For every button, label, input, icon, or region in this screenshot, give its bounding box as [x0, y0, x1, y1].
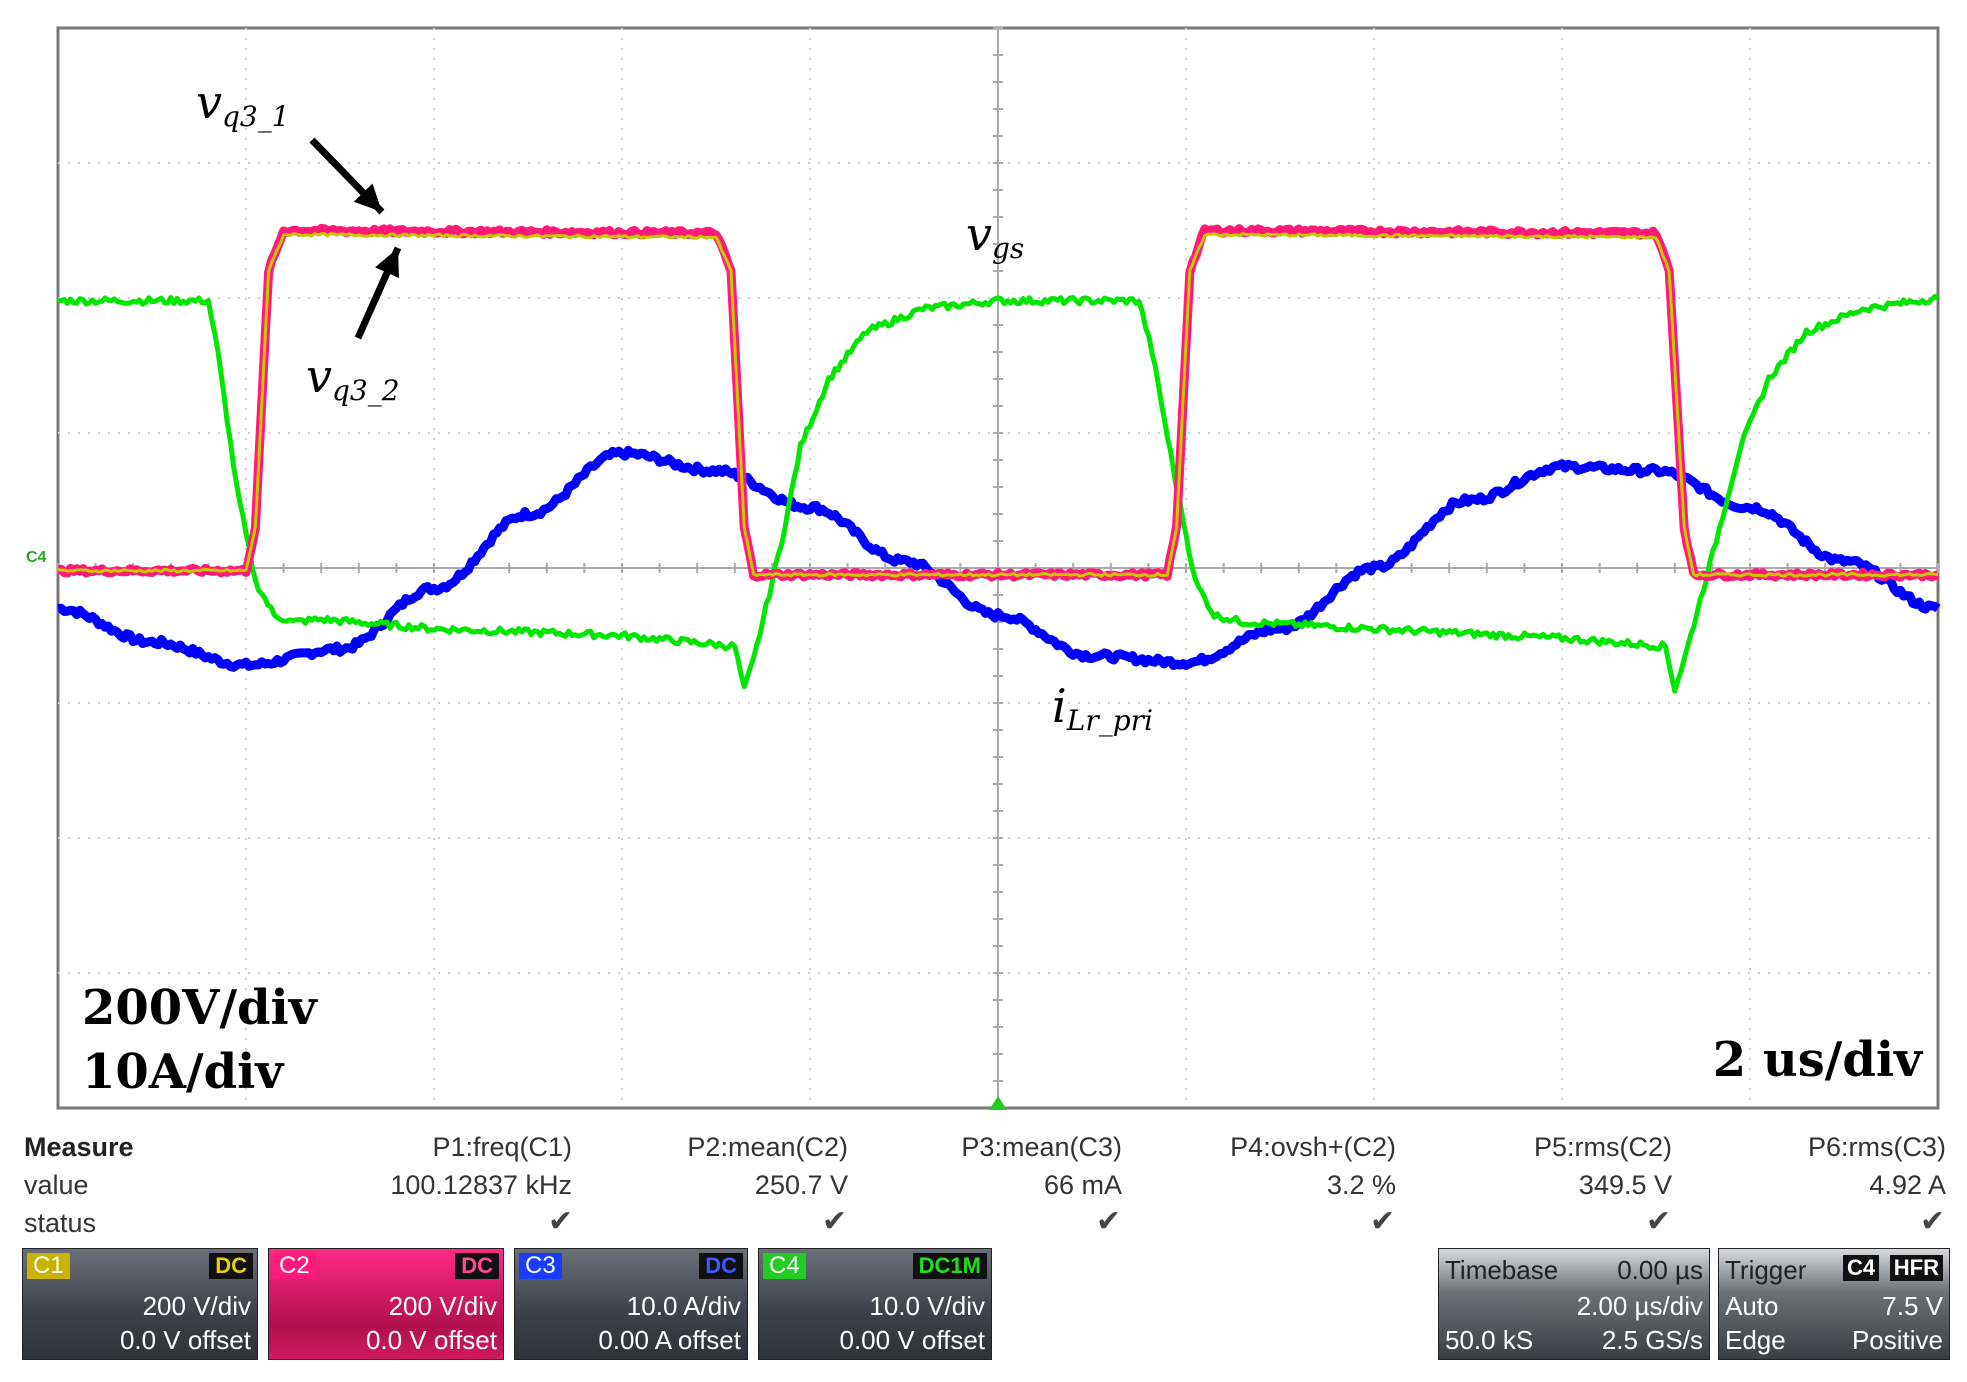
scale-current: 10A/div — [82, 1044, 285, 1100]
arrow-vq3-2-head — [375, 248, 399, 278]
coupling-tag: DC — [209, 1253, 253, 1279]
label-ilr-pri: iLr_pri — [1052, 679, 1153, 737]
measure-param: P4:ovsh+(C2) — [1230, 1132, 1396, 1162]
status-check-icon: ✔ — [1920, 1205, 1946, 1238]
measure-value: 3.2 % — [1326, 1170, 1396, 1200]
offset-readout: 0.00 A offset — [598, 1325, 741, 1355]
trace-vgs — [57, 294, 1940, 694]
timebase-samples: 50.0 kS — [1445, 1325, 1534, 1355]
vdiv-readout: 10.0 A/div — [626, 1291, 741, 1321]
offset-readout: 0.0 V offset — [365, 1325, 497, 1355]
measure-param: P6:rms(C3) — [1807, 1132, 1946, 1162]
timebase-delay: 0.00 µs — [1617, 1255, 1703, 1285]
channel-box-c3[interactable]: C3 DC 10.0 A/div 0.00 A offset — [514, 1248, 748, 1360]
label-vgs: vgs — [966, 207, 1024, 265]
channel-box-c2[interactable]: C2 DC 200 V/div 0.0 V offset — [268, 1248, 504, 1360]
trigger-type: Edge — [1725, 1325, 1786, 1355]
channel-box-c1[interactable]: C1 DC 200 V/div 0.0 V offset — [22, 1248, 258, 1360]
vdiv-readout: 200 V/div — [388, 1291, 497, 1321]
trigger-box[interactable]: Trigger C4 HFR Auto 7.5 V Edge Positive — [1718, 1248, 1950, 1360]
channel-tag: C1 — [27, 1253, 70, 1279]
label-vq3-1: vq3_1 — [196, 75, 290, 133]
zero-level-marker: C4 — [26, 549, 47, 566]
measure-param: P3:mean(C3) — [961, 1132, 1122, 1162]
channel-tag: C3 — [519, 1253, 562, 1279]
plot-labels: vq3_1 vq3_2 vgs iLr_pri 200V/div 10A/div 2 us/… — [26, 75, 1924, 1100]
status-check-icon: ✔ — [822, 1205, 848, 1238]
trigger-position-marker — [989, 1096, 1007, 1110]
timebase-box[interactable]: Timebase 0.00 µs 2.00 µs/div 50.0 kS 2.5… — [1438, 1248, 1710, 1360]
status-check-icon: ✔ — [1370, 1205, 1396, 1238]
coupling-tag: DC — [699, 1253, 743, 1279]
measure-header: Measure — [24, 1132, 134, 1162]
trace-vq3-1 — [56, 223, 1940, 582]
trace-vq3-2 — [57, 232, 1939, 578]
trigger-mode-tag: HFR — [1889, 1255, 1943, 1281]
trigger-source-tag: C4 — [1843, 1255, 1880, 1281]
scale-time: 2 us/div — [1713, 1032, 1924, 1088]
channel-tag: C2 — [273, 1253, 316, 1279]
measure-value: 100.12837 kHz — [390, 1170, 572, 1200]
offset-readout: 0.00 V offset — [839, 1325, 985, 1355]
scale-voltage: 200V/div — [82, 980, 319, 1036]
measure-param: P1:freq(C1) — [432, 1132, 572, 1162]
coupling-tag: DC1M — [912, 1253, 987, 1279]
timebase-tdiv: 2.00 µs/div — [1576, 1291, 1703, 1321]
measure-value: 250.7 V — [754, 1170, 848, 1200]
measure-param: P5:rms(C2) — [1533, 1132, 1672, 1162]
measure-value-label: value — [24, 1170, 89, 1200]
status-check-icon: ✔ — [548, 1205, 574, 1238]
measure-status-label: status — [24, 1208, 97, 1238]
vdiv-readout: 10.0 V/div — [869, 1291, 985, 1321]
channel-box-c4[interactable]: C4 DC1M 10.0 V/div 0.00 V offset — [758, 1248, 992, 1360]
status-check-icon: ✔ — [1646, 1205, 1672, 1238]
measure-value: 66 mA — [1043, 1170, 1122, 1200]
measure-param: P2:mean(C2) — [687, 1132, 848, 1162]
offset-readout: 0.0 V offset — [119, 1325, 251, 1355]
trigger-mode: Auto — [1725, 1291, 1779, 1321]
plot-traces — [56, 223, 1941, 694]
vdiv-readout: 200 V/div — [142, 1291, 251, 1321]
oscilloscope-plot: vq3_1 vq3_2 vgs iLr_pri 200V/div 10A/div 2 us/… — [26, 26, 1941, 1110]
status-check-icon: ✔ — [1096, 1205, 1122, 1238]
trigger-level: 7.5 V — [1882, 1291, 1943, 1321]
timebase-label: Timebase — [1445, 1255, 1559, 1285]
coupling-tag: DC — [455, 1253, 499, 1279]
trace-iLr-pri — [56, 445, 1941, 672]
label-vq3-2: vq3_2 — [306, 349, 400, 407]
trigger-label: Trigger — [1725, 1255, 1807, 1285]
arrow-vq3-1-head — [353, 183, 382, 212]
measure-value: 4.92 A — [1869, 1170, 1946, 1200]
timebase-rate: 2.5 GS/s — [1601, 1325, 1703, 1355]
channel-tag: C4 — [763, 1253, 806, 1279]
trigger-slope: Positive — [1851, 1325, 1943, 1355]
measure-value: 349.5 V — [1578, 1170, 1672, 1200]
